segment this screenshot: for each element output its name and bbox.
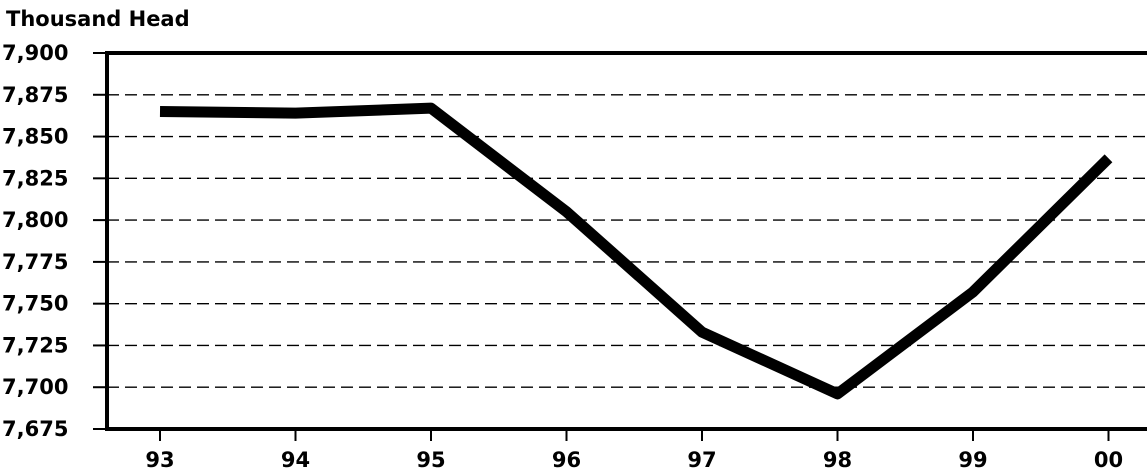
x-tick-label: 98 xyxy=(823,448,852,470)
y-tick-label: 7,700 xyxy=(2,375,68,399)
x-tick-label: 99 xyxy=(958,448,987,470)
y-axis-unit-label: Thousand Head xyxy=(6,7,190,31)
y-axis-ticks: 7,675 7,700 7,725 7,750 7,775 7,800 7,825 7,850… xyxy=(2,41,107,441)
y-tick-label: 7,825 xyxy=(2,166,68,190)
x-axis-ticks: 93 94 95 96 97 98 99 00 xyxy=(145,429,1123,470)
x-tick-label: 97 xyxy=(687,448,716,470)
x-tick-label: 00 xyxy=(1094,448,1123,470)
y-tick-label: 7,850 xyxy=(2,125,68,149)
x-tick-label: 93 xyxy=(145,448,174,470)
y-tick-label: 7,750 xyxy=(2,292,68,316)
x-tick-label: 95 xyxy=(416,448,445,470)
y-tick-label: 7,900 xyxy=(2,41,68,65)
x-tick-label: 94 xyxy=(281,448,310,470)
x-tick-label: 96 xyxy=(552,448,581,470)
series-line xyxy=(159,102,1113,400)
y-tick-label: 7,675 xyxy=(2,417,68,441)
gridlines xyxy=(107,94,1147,388)
series-layer xyxy=(159,102,1113,400)
y-tick-label: 7,725 xyxy=(2,333,68,357)
y-tick-label: 7,775 xyxy=(2,250,68,274)
y-tick-label: 7,800 xyxy=(2,208,68,232)
y-tick-label: 7,875 xyxy=(2,83,68,107)
